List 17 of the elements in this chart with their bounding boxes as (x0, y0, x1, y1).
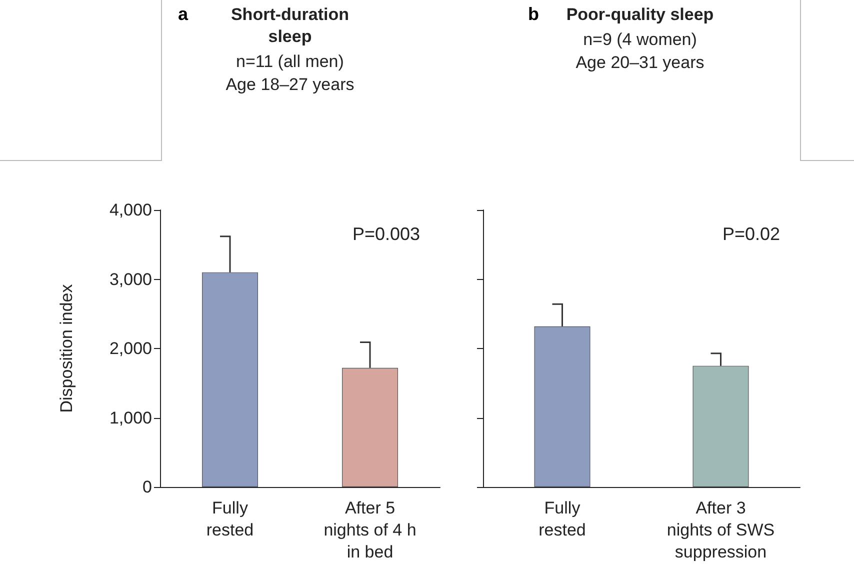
chart-subtitle: n=9 (4 women) Age 20–31 years (574, 29, 706, 74)
y-tick-label: 3,000 (109, 270, 152, 289)
annotation: P=0.003 (352, 224, 420, 244)
annotation: P=0.02 (722, 224, 780, 244)
x-tick-label: After 3 nights of SWS suppression (666, 498, 775, 562)
chart-subtitle: n=11 (all men) Age 18–27 years (224, 51, 356, 96)
text: a (178, 4, 188, 25)
x-tick-label: Fully rested (538, 498, 586, 540)
y-axis-title: Disposition index (57, 284, 76, 413)
chart-title: Poor-quality sleep (565, 4, 715, 26)
y-tick-label: 2,000 (109, 339, 152, 358)
y-tick-label: 1,000 (109, 408, 152, 428)
y-tick-label: 4,000 (109, 200, 152, 220)
x-tick-label: After 5 nights of 4 h in bed (324, 498, 416, 562)
text: b (528, 4, 539, 25)
x-tick-label: Fully rested (206, 498, 254, 540)
y-tick-label: 0 (142, 478, 152, 496)
